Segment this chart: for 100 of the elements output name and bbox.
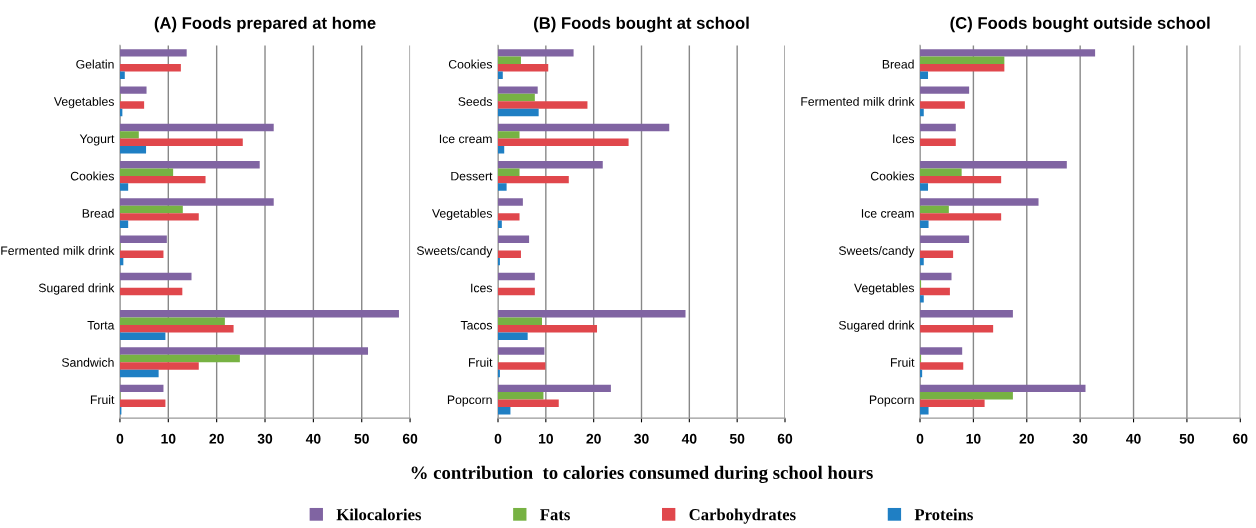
bar <box>498 49 574 57</box>
bar <box>920 123 956 132</box>
y-tick-label: Tacos <box>460 321 493 330</box>
y-tick-label: Torta <box>87 321 115 330</box>
y-tick-label: Cookies <box>870 171 915 181</box>
bar <box>119 160 260 169</box>
x-tick-label: 10 <box>538 433 553 444</box>
y-tick-label: Ices <box>893 134 915 144</box>
y-tick-label: Bread <box>82 208 114 218</box>
bar <box>119 399 166 407</box>
bar <box>920 213 1002 221</box>
bar <box>498 108 539 117</box>
bar <box>119 131 139 139</box>
x-tick-label: 50 <box>729 433 745 444</box>
y-tick-label: Fermented milk drink <box>801 96 915 106</box>
bar <box>119 347 369 355</box>
x-tick-label: 30 <box>257 433 273 444</box>
x-tick-label: 20 <box>1019 433 1034 444</box>
legend-label: Proteins <box>914 508 973 521</box>
x-tick-label: 60 <box>402 433 418 444</box>
chart-title: (B) Foods bought at school <box>534 16 749 33</box>
bar <box>119 86 147 94</box>
bar <box>920 399 985 407</box>
bar <box>119 317 225 325</box>
y-tick-label: Cookies <box>448 59 493 69</box>
x-tick-label: 60 <box>777 433 793 444</box>
y-tick-label: Vegetables <box>432 208 493 221</box>
bar <box>920 324 994 333</box>
bar <box>920 86 970 94</box>
y-tick-label: Vegetables <box>854 283 915 295</box>
bar <box>119 64 181 72</box>
y-tick-label: Vegetables <box>53 96 114 109</box>
y-tick-label: Fermented milk drink <box>1 246 115 255</box>
y-tick-label: Sweets/candy <box>416 246 493 258</box>
x-tick-label: 20 <box>209 433 224 444</box>
bar <box>498 287 535 296</box>
y-tick-label: Fruit <box>90 395 115 405</box>
bar <box>498 347 545 355</box>
bar <box>119 250 164 258</box>
bar <box>498 399 559 407</box>
bar <box>119 168 174 176</box>
y-tick-label: Ices <box>471 283 493 293</box>
bar <box>119 71 125 79</box>
bar <box>119 272 192 281</box>
x-tick-label: 20 <box>586 433 601 444</box>
bar <box>119 220 129 229</box>
bar <box>920 392 1013 400</box>
y-tick-label: Fruit <box>891 357 915 367</box>
x-axis-title: % contribution to calories consumed during school hours <box>411 465 873 483</box>
x-tick-label: 30 <box>634 433 649 444</box>
x-tick-label: 40 <box>305 433 321 444</box>
bar <box>498 213 520 221</box>
bar <box>119 198 274 206</box>
y-tick-label: Sugared drink <box>38 283 115 295</box>
bar <box>920 384 1086 393</box>
bar <box>498 332 528 340</box>
bar <box>498 160 603 169</box>
bar <box>119 101 145 109</box>
bar <box>498 272 535 281</box>
bar <box>920 347 963 355</box>
bar <box>498 138 629 147</box>
y-tick-label: Sandwich <box>61 357 114 367</box>
bar <box>498 101 588 109</box>
y-tick-label: Dessert <box>451 171 493 181</box>
bar <box>920 250 954 258</box>
bar <box>920 138 956 147</box>
bar <box>920 287 950 296</box>
bar <box>498 86 538 94</box>
legend-label: Fats <box>540 509 570 521</box>
bar <box>498 235 530 243</box>
bar <box>498 384 611 393</box>
bar <box>920 101 965 109</box>
y-tick-label: Sugared drink <box>838 320 915 332</box>
bar <box>498 175 569 184</box>
bar <box>920 310 1013 318</box>
y-tick-label: Seeds <box>458 96 493 106</box>
x-tick-label: 10 <box>161 433 176 444</box>
bar <box>920 49 1096 57</box>
x-tick-label: 60 <box>1233 433 1248 444</box>
legend-label: Carbohydrates <box>689 508 796 524</box>
y-tick-label: Popcorn <box>869 395 914 407</box>
bar <box>920 272 952 281</box>
bar <box>498 198 523 206</box>
x-tick-label: 0 <box>916 433 924 444</box>
bar <box>498 250 521 258</box>
y-tick-label: Ice cream <box>861 209 914 218</box>
x-tick-label: 50 <box>354 433 369 444</box>
bar <box>498 131 520 139</box>
y-tick-label: Ice cream <box>439 134 492 144</box>
bar <box>498 64 549 72</box>
bar <box>498 93 535 102</box>
bar <box>498 392 544 400</box>
bar <box>119 213 199 221</box>
bar <box>920 56 1005 65</box>
bar <box>119 369 159 378</box>
x-tick-label: 0 <box>494 433 502 444</box>
bar <box>498 310 686 318</box>
y-tick-label: Fruit <box>469 357 493 367</box>
bar <box>920 205 949 214</box>
bar <box>119 235 167 243</box>
